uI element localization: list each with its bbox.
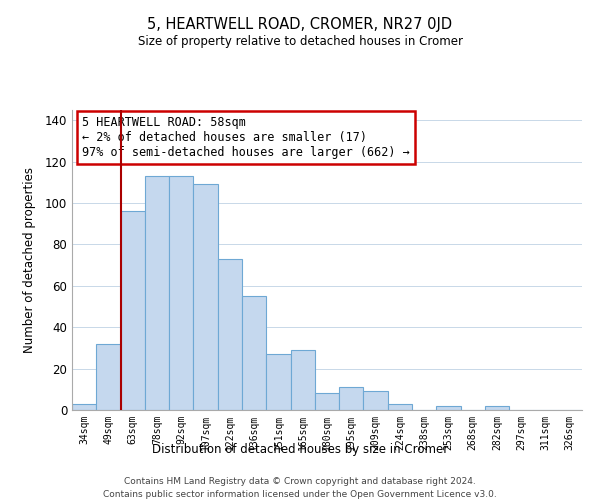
Bar — [121, 212, 145, 410]
Bar — [242, 296, 266, 410]
Bar — [266, 354, 290, 410]
Bar — [218, 259, 242, 410]
Text: 5 HEARTWELL ROAD: 58sqm
← 2% of detached houses are smaller (17)
97% of semi-det: 5 HEARTWELL ROAD: 58sqm ← 2% of detached… — [82, 116, 410, 159]
Bar — [72, 404, 96, 410]
Text: Distribution of detached houses by size in Cromer: Distribution of detached houses by size … — [152, 442, 448, 456]
Bar — [96, 344, 121, 410]
Bar — [364, 392, 388, 410]
Bar — [315, 394, 339, 410]
Text: Contains public sector information licensed under the Open Government Licence v3: Contains public sector information licen… — [103, 490, 497, 499]
Bar — [169, 176, 193, 410]
Text: Contains HM Land Registry data © Crown copyright and database right 2024.: Contains HM Land Registry data © Crown c… — [124, 478, 476, 486]
Bar — [145, 176, 169, 410]
Bar — [193, 184, 218, 410]
Text: Size of property relative to detached houses in Cromer: Size of property relative to detached ho… — [137, 35, 463, 48]
Text: 5, HEARTWELL ROAD, CROMER, NR27 0JD: 5, HEARTWELL ROAD, CROMER, NR27 0JD — [148, 18, 452, 32]
Bar — [388, 404, 412, 410]
Bar — [290, 350, 315, 410]
Bar — [485, 406, 509, 410]
Y-axis label: Number of detached properties: Number of detached properties — [23, 167, 37, 353]
Bar — [339, 387, 364, 410]
Bar — [436, 406, 461, 410]
